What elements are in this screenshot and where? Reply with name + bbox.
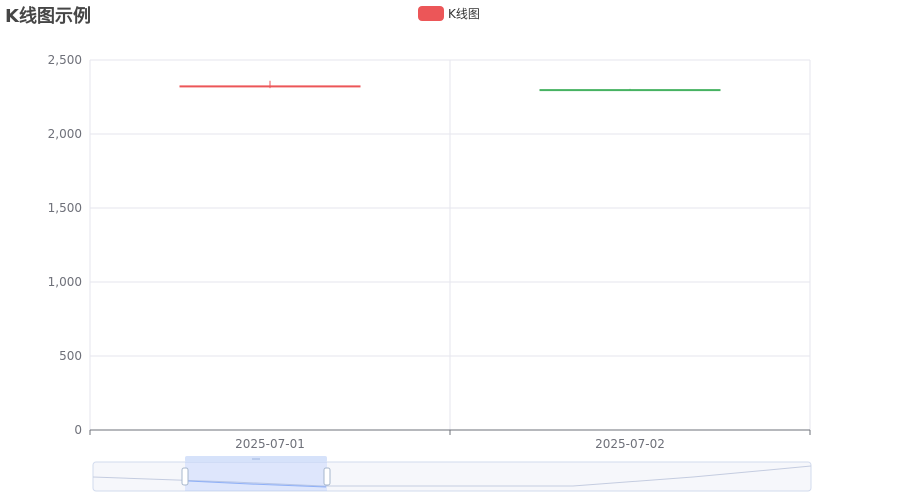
y-tick-label: 0 [74, 423, 82, 437]
y-tick-label: 1,000 [48, 275, 82, 289]
chart-title: K线图示例 [5, 6, 91, 27]
candle-body[interactable] [179, 85, 361, 88]
datazoom-left-handle[interactable] [181, 467, 189, 486]
y-tick-label: 2,000 [48, 127, 82, 141]
legend-swatch [418, 6, 444, 21]
datazoom-preview-line [92, 465, 812, 487]
y-tick-label: 2,500 [48, 53, 82, 67]
datazoom-selected-preview [187, 480, 327, 488]
x-tick-label: 2025-07-01 [235, 437, 305, 451]
candle-body[interactable] [539, 89, 721, 92]
legend-item-kline[interactable]: K线图 [418, 5, 480, 22]
datazoom-right-handle[interactable] [323, 467, 331, 486]
y-tick-label: 1,500 [48, 201, 82, 215]
y-tick-label: 500 [59, 349, 82, 363]
x-tick-label: 2025-07-02 [595, 437, 665, 451]
legend-label: K线图 [448, 7, 480, 21]
